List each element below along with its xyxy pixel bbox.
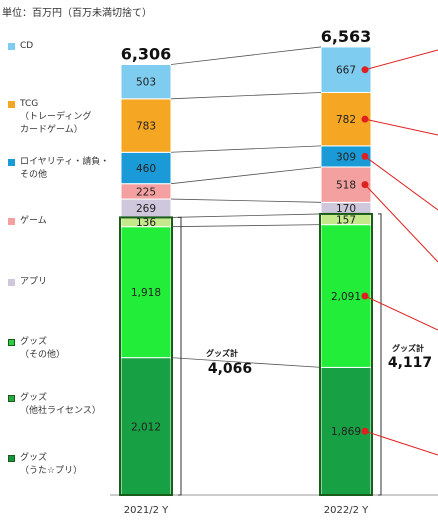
connector-line	[170, 166, 322, 185]
legend-label: ゲーム	[20, 216, 47, 226]
legend-swatch	[8, 279, 15, 286]
legend-label: グッズ （他社ライセンス）	[20, 393, 101, 416]
legend: CD TCG （トレーディング カードゲーム） ロイヤリティ・請負・ その他ゲームア…	[0, 0, 120, 521]
connector-line	[170, 145, 322, 153]
goods-bracket	[178, 216, 182, 496]
callout-line	[364, 184, 438, 263]
legend-swatch	[8, 218, 15, 225]
callout-marker	[361, 66, 369, 74]
callout-line	[364, 49, 438, 71]
data-label: 170	[336, 203, 356, 215]
connector-line	[170, 198, 322, 203]
bar-segment	[120, 63, 172, 100]
callout-marker	[361, 152, 369, 160]
bar-total-label: 6,306	[121, 44, 172, 63]
connector-line	[170, 46, 322, 65]
data-label: 460	[136, 163, 156, 175]
callout-line	[364, 156, 438, 211]
legend-swatch	[8, 43, 15, 50]
legend-swatch	[8, 395, 15, 402]
x-tick-label: 2022/2 Y	[324, 505, 369, 516]
bar-segment	[320, 224, 372, 368]
legend-label: グッズ （うた☆プリ）	[20, 453, 83, 476]
data-label: 2,091	[331, 291, 361, 303]
legend-swatch	[8, 455, 15, 462]
legend-label: アプリ	[20, 277, 48, 287]
connector-line	[170, 92, 322, 100]
data-label: 225	[136, 186, 156, 198]
bar-total-label: 6,563	[321, 27, 372, 46]
unit-label: 単位：百万円（百万未満切捨て）	[2, 8, 152, 19]
data-label: 309	[336, 151, 356, 163]
goods-total-title: グッズ計	[392, 343, 424, 353]
data-label: 783	[136, 121, 156, 133]
data-label: 269	[136, 203, 156, 215]
data-label: 503	[136, 77, 156, 89]
callout-line	[364, 430, 438, 456]
connector-line	[170, 357, 322, 368]
data-label: 157	[336, 214, 356, 226]
connector-line	[170, 213, 322, 218]
legend-swatch	[8, 339, 15, 346]
legend-swatch	[8, 159, 15, 166]
bar-segment	[120, 357, 172, 496]
callout-marker	[361, 427, 369, 435]
goods-outline	[119, 216, 173, 496]
callout-line	[364, 295, 438, 331]
legend-label: TCG （トレーディング カードゲーム）	[20, 99, 92, 135]
data-label: 1,869	[331, 426, 361, 438]
legend-label: CD	[20, 41, 34, 51]
goods-total-title: グッズ計	[206, 348, 238, 358]
legend-label: グッズ （その他）	[20, 337, 66, 360]
callout-line	[364, 118, 438, 136]
data-label: 136	[136, 217, 156, 229]
callout-marker	[361, 181, 369, 189]
bar-segment	[120, 151, 172, 185]
goods-total-value: 4,066	[208, 361, 252, 377]
callout-marker	[361, 292, 369, 300]
goods-outline	[319, 212, 373, 496]
data-label: 667	[336, 65, 356, 77]
callout-marker	[361, 115, 369, 123]
x-tick-label: 2021/2 Y	[124, 505, 169, 516]
legend-label: ロイヤリティ・請負・ その他	[20, 157, 110, 180]
legend-swatch	[8, 101, 15, 108]
data-label: 1,918	[131, 287, 161, 299]
connector-line	[170, 224, 322, 228]
data-label: 518	[336, 180, 356, 192]
bar-segment	[120, 98, 172, 153]
goods-total-value: 4,117	[388, 355, 432, 371]
data-label: 2,012	[131, 421, 161, 433]
data-label: 782	[336, 114, 356, 126]
goods-bracket	[378, 213, 382, 496]
